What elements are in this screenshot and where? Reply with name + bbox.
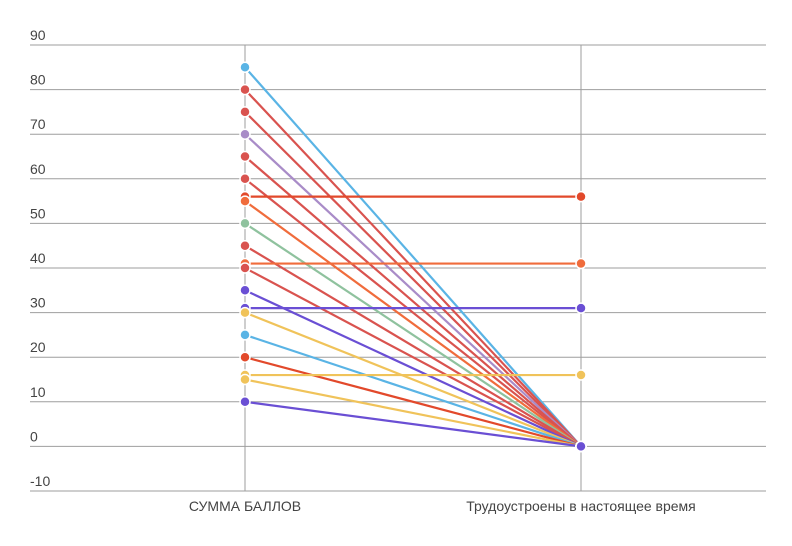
y-tick-label: -10 [30, 473, 50, 489]
series-point [575, 369, 587, 381]
series-line [243, 244, 583, 448]
series-point [239, 128, 251, 140]
series-point [575, 190, 587, 203]
series-points [239, 61, 587, 453]
series-lines [243, 66, 583, 448]
series-point [239, 150, 251, 163]
y-tick-label: 30 [30, 295, 46, 311]
series-point [239, 173, 251, 185]
series-point [239, 306, 251, 319]
series-point [239, 262, 251, 274]
series-point [239, 83, 251, 96]
series-point [575, 302, 587, 314]
y-tick-label: 80 [30, 72, 46, 88]
series-point [575, 440, 587, 453]
series-point [239, 396, 251, 408]
series-point [239, 217, 251, 230]
series-line [243, 311, 583, 448]
series-point [239, 351, 251, 363]
series-point [239, 106, 251, 118]
y-tick-label: 10 [30, 384, 46, 400]
y-tick-label: 0 [30, 428, 38, 444]
series-line [243, 356, 583, 448]
tick-labels: 90 80 70 60 50 40 30 20 10 0 -10 СУММА БАЛЛОВ Трудоу… [30, 27, 696, 514]
x-tick-label: Трудоустроены в настоящее время [466, 498, 696, 514]
series-line [243, 400, 583, 448]
series-line [243, 177, 583, 448]
series-line [243, 88, 583, 448]
y-tick-label: 70 [30, 116, 46, 132]
y-tick-label: 40 [30, 250, 46, 266]
series-line [243, 289, 583, 448]
series-point [239, 329, 251, 341]
series-point [239, 61, 251, 74]
series-line [243, 266, 583, 448]
series-point [575, 257, 587, 270]
series-point [239, 239, 251, 252]
x-tick-label: СУММА БАЛЛОВ [189, 498, 301, 514]
series-line [243, 155, 583, 448]
series-point [239, 373, 251, 386]
y-tick-label: 20 [30, 339, 46, 355]
series-point [239, 195, 251, 207]
series-line [243, 378, 583, 448]
series-line [243, 110, 583, 448]
y-tick-label: 50 [30, 205, 46, 221]
series-line [243, 222, 583, 448]
series-line [243, 133, 583, 448]
series-point [239, 284, 251, 297]
series-line [243, 200, 583, 448]
y-tick-label: 90 [30, 27, 46, 43]
series-line [243, 66, 583, 448]
gridlines [30, 44, 766, 492]
series-line [243, 333, 583, 448]
y-tick-label: 60 [30, 161, 46, 177]
